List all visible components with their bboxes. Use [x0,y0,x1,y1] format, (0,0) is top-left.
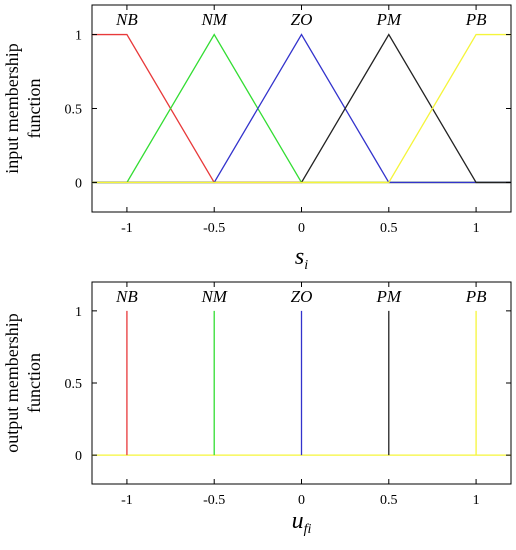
series-label-pb: PB [465,10,487,29]
x-tick-label: 0.5 [380,493,398,508]
series-label-pb: PB [465,287,487,306]
x-axis-label-subscript: fi [304,522,312,537]
y-axis-label-line-1: input membership [2,43,22,173]
y-axis-label-line-2: function [24,79,44,139]
axes-frame [91,4,512,213]
x-tick-label: -0.5 [203,493,225,508]
y-tick-label: 0.5 [65,103,83,118]
series-label-nb: NB [115,10,138,29]
x-tick-label: -0.5 [203,221,225,236]
x-axis-label-symbol: u [292,508,304,534]
x-axis-label-subscript: i [304,258,308,273]
x-axis-label: si [295,244,308,273]
x-tick-label: -1 [121,221,133,236]
x-axis-label: ufi [292,508,312,537]
series-label-nb: NB [115,287,138,306]
x-tick-label: 1 [473,493,480,508]
x-tick-label: 0.5 [380,221,398,236]
x-tick-label: 0 [298,493,305,508]
input-membership-panel: NB NM ZO PM PB -1 -0.5 0 0.5 1 0 0.5 1 input membersh… [2,4,512,273]
y-tick-label: 0 [75,176,82,191]
y-tick-label: 1 [75,29,82,44]
series-line-nb [92,33,511,184]
series-label-nm: NM [200,287,227,306]
series-label-pm: PM [376,287,402,306]
series-line-pm [92,33,511,184]
x-axis-label-symbol: s [295,244,304,270]
x-tick-label: 0 [298,221,305,236]
series-label-pm: PM [376,10,402,29]
series-line-nm [92,33,511,184]
series-label-zo: ZO [291,10,313,29]
series-label-zo: ZO [291,287,313,306]
y-tick-label: 1 [75,305,82,320]
y-axis-label-line-1: output membership [2,313,22,452]
y-axis-label-line-2: function [24,353,44,413]
series-line-zo [92,33,511,184]
y-tick-label: 0.5 [65,377,83,392]
series-label-nm: NM [200,10,227,29]
output-membership-panel: NB NM ZO PM PB -1 -0.5 0 0.5 1 0 0.5 1 output members… [2,281,512,537]
x-tick-label: -1 [121,493,133,508]
series-line-pb [92,33,511,184]
y-tick-label: 0 [75,449,82,464]
x-tick-label: 1 [473,221,480,236]
